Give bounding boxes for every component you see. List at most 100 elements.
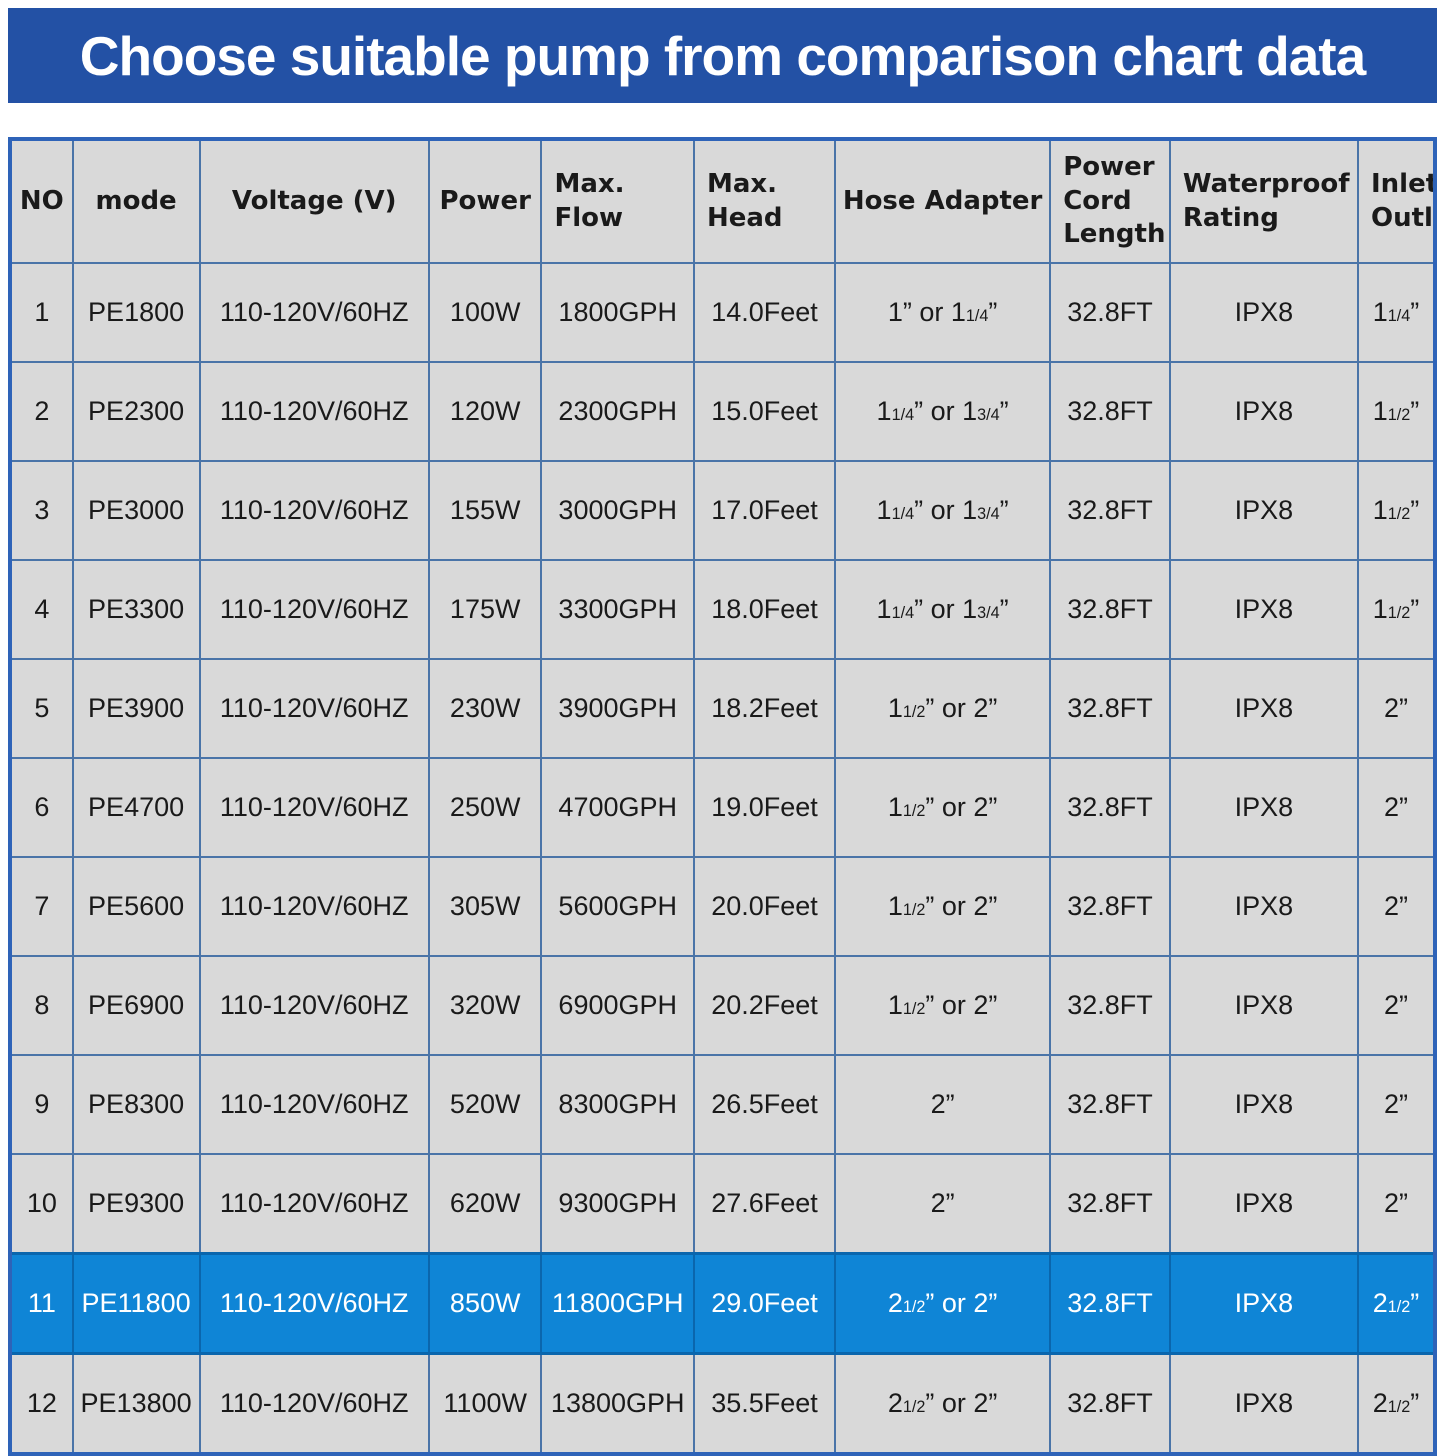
cell-power: 120W [427, 361, 543, 462]
cell-power: 175W [427, 559, 543, 660]
cell-waterproof_rating: IPX8 [1168, 856, 1359, 957]
cell-power: 850W [427, 1252, 543, 1355]
cell-hose_adapter: 11/2” or 2” [834, 856, 1052, 957]
cell-power: 305W [427, 856, 543, 957]
cell-mode: PE3900 [71, 658, 201, 759]
column-header-hose_adapter: Hose Adapter [834, 138, 1052, 264]
cell-inlet_outlet: 2” [1356, 856, 1437, 957]
cell-no: 10 [9, 1153, 74, 1255]
cell-power: 620W [427, 1153, 543, 1255]
table-row-4: 4 PE3300 110-120V/60HZ 175W 3300GPH 18.0Feet 1… [9, 559, 1437, 660]
cell-inlet_outlet: 21/2” [1356, 1252, 1437, 1355]
cell-no: 6 [9, 757, 74, 858]
table-row-3: 3 PE3000 110-120V/60HZ 155W 3000GPH 17.0Feet 1… [9, 460, 1437, 561]
cell-max_head: 26.5Feet [692, 1054, 837, 1155]
table-body: 1 PE1800 110-120V/60HZ 100W 1800GPH 14.0Feet 1… [9, 262, 1437, 1455]
cell-max_flow: 4700GPH [540, 757, 695, 858]
cell-mode: PE9300 [71, 1153, 201, 1255]
table-row-10: 10 PE9300 110-120V/60HZ 620W 9300GPH 27.6Feet… [9, 1153, 1437, 1255]
cell-hose_adapter: 11/2” or 2” [834, 757, 1052, 858]
cell-no: 12 [9, 1352, 74, 1455]
cell-max_flow: 3900GPH [540, 658, 695, 759]
cell-waterproof_rating: IPX8 [1168, 1252, 1359, 1355]
cell-power: 155W [427, 460, 543, 561]
cell-inlet_outlet: 2” [1356, 757, 1437, 858]
cell-inlet_outlet: 11/2” [1356, 361, 1437, 462]
cell-max_head: 18.0Feet [692, 559, 837, 660]
cell-max_flow: 9300GPH [540, 1153, 695, 1255]
cell-voltage: 110-120V/60HZ [198, 262, 430, 363]
cell-mode: PE11800 [71, 1252, 201, 1355]
table-row-2: 2 PE2300 110-120V/60HZ 120W 2300GPH 15.0Feet 1… [9, 361, 1437, 462]
cell-max_flow: 2300GPH [540, 361, 695, 462]
cell-max_head: 27.6Feet [692, 1153, 837, 1255]
cell-waterproof_rating: IPX8 [1168, 361, 1359, 462]
column-header-power_cord_length: Power Cord Length [1049, 138, 1171, 264]
cell-max_flow: 5600GPH [540, 856, 695, 957]
page-title: Choose suitable pump from comparison cha… [79, 24, 1366, 87]
cell-mode: PE2300 [71, 361, 201, 462]
cell-hose_adapter: 11/4” or 13/4” [834, 559, 1052, 660]
cell-mode: PE3300 [71, 559, 201, 660]
cell-mode: PE13800 [71, 1352, 201, 1455]
cell-power_cord_length: 32.8FT [1049, 1252, 1171, 1355]
cell-mode: PE1800 [71, 262, 201, 363]
cell-hose_adapter: 11/2” or 2” [834, 955, 1052, 1056]
title-banner: Choose suitable pump from comparison cha… [8, 8, 1437, 103]
cell-max_head: 17.0Feet [692, 460, 837, 561]
cell-max_head: 18.2Feet [692, 658, 837, 759]
cell-max_head: 20.0Feet [692, 856, 837, 957]
cell-hose_adapter: 11/4” or 13/4” [834, 460, 1052, 561]
table-row-5: 5 PE3900 110-120V/60HZ 230W 3900GPH 18.2Feet 1… [9, 658, 1437, 759]
cell-max_head: 20.2Feet [692, 955, 837, 1056]
cell-inlet_outlet: 2” [1356, 955, 1437, 1056]
cell-no: 3 [9, 460, 74, 561]
cell-max_flow: 6900GPH [540, 955, 695, 1056]
cell-waterproof_rating: IPX8 [1168, 658, 1359, 759]
cell-hose_adapter: 2” [834, 1153, 1052, 1255]
cell-inlet_outlet: 11/2” [1356, 559, 1437, 660]
cell-mode: PE5600 [71, 856, 201, 957]
cell-inlet_outlet: 11/2” [1356, 460, 1437, 561]
cell-no: 7 [9, 856, 74, 957]
cell-inlet_outlet: 21/2” [1356, 1352, 1437, 1455]
column-header-mode: mode [71, 138, 201, 264]
cell-max_flow: 13800GPH [540, 1352, 695, 1455]
cell-inlet_outlet: 2” [1356, 1153, 1437, 1255]
column-header-waterproof_rating: Waterproof Rating [1168, 138, 1359, 264]
column-header-power: Power [427, 138, 543, 264]
cell-no: 8 [9, 955, 74, 1056]
table-row-9: 9 PE8300 110-120V/60HZ 520W 8300GPH 26.5Feet 2… [9, 1054, 1437, 1155]
cell-voltage: 110-120V/60HZ [198, 1054, 430, 1155]
cell-max_flow: 3300GPH [540, 559, 695, 660]
cell-power_cord_length: 32.8FT [1049, 955, 1171, 1056]
cell-power_cord_length: 32.8FT [1049, 361, 1171, 462]
cell-waterproof_rating: IPX8 [1168, 1352, 1359, 1455]
cell-power: 1100W [427, 1352, 543, 1455]
cell-mode: PE3000 [71, 460, 201, 561]
cell-hose_adapter: 11/4” or 13/4” [834, 361, 1052, 462]
cell-voltage: 110-120V/60HZ [198, 757, 430, 858]
cell-inlet_outlet: 2” [1356, 1054, 1437, 1155]
cell-mode: PE8300 [71, 1054, 201, 1155]
cell-power: 100W [427, 262, 543, 363]
cell-no: 4 [9, 559, 74, 660]
cell-inlet_outlet: 2” [1356, 658, 1437, 759]
cell-power: 520W [427, 1054, 543, 1155]
cell-waterproof_rating: IPX8 [1168, 262, 1359, 363]
cell-power_cord_length: 32.8FT [1049, 658, 1171, 759]
cell-waterproof_rating: IPX8 [1168, 757, 1359, 858]
table-row-11: 11 PE11800 110-120V/60HZ 850W 11800GPH 29.0Fe… [9, 1252, 1437, 1355]
cell-max_head: 15.0Feet [692, 361, 837, 462]
cell-power_cord_length: 32.8FT [1049, 1153, 1171, 1255]
cell-max_flow: 3000GPH [540, 460, 695, 561]
cell-max_head: 29.0Feet [692, 1252, 837, 1355]
table-row-1: 1 PE1800 110-120V/60HZ 100W 1800GPH 14.0Feet 1… [9, 262, 1437, 363]
cell-waterproof_rating: IPX8 [1168, 955, 1359, 1056]
cell-power_cord_length: 32.8FT [1049, 856, 1171, 957]
cell-max_head: 19.0Feet [692, 757, 837, 858]
cell-no: 2 [9, 361, 74, 462]
cell-power_cord_length: 32.8FT [1049, 1352, 1171, 1455]
cell-mode: PE6900 [71, 955, 201, 1056]
cell-power: 230W [427, 658, 543, 759]
